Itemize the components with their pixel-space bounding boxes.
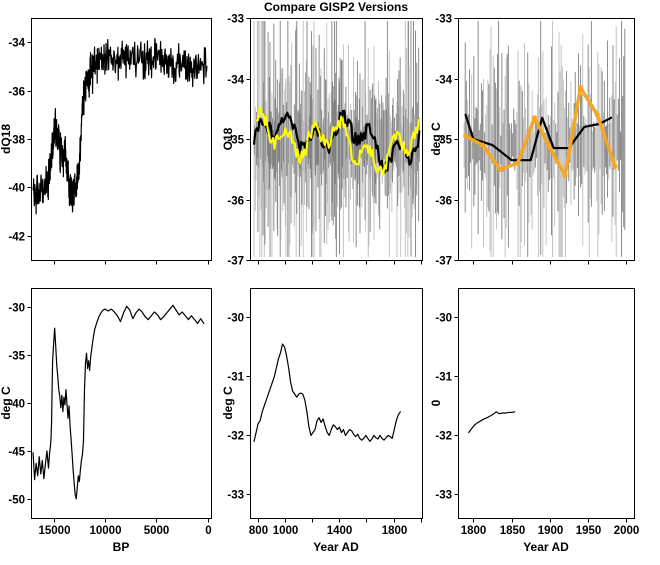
y-tick-label: -36: [8, 87, 25, 99]
y-tick-label: -36: [435, 196, 452, 208]
panel-bottom-right-0-yearad: -30 -31 -32 -33 1800 1850 1900 1950 2000 0 Year AD: [430, 278, 660, 565]
y-tick-label: -30: [227, 313, 244, 325]
plot-data-area: [253, 343, 401, 442]
data-point-marker: [463, 133, 469, 139]
y-tick-label: -37: [227, 256, 244, 268]
y-tick-label: -45: [8, 447, 25, 459]
panel-top-right-svg: -33 -34 -35 -36 -37 deg C: [430, 14, 635, 268]
y-axis-title: O18: [222, 127, 235, 150]
panel-bottom-left-svg: -30 -35 -40 -45 -50 15000 10000 5000 0 deg C BP: [0, 288, 212, 554]
data-point-marker: [531, 115, 538, 121]
y-tick-label: -36: [227, 196, 244, 208]
series-line-0: [32, 304, 205, 500]
plot-data-area: [468, 411, 516, 434]
y-tick-label: -35: [227, 135, 244, 147]
y-tick-label: -33: [227, 14, 244, 26]
y-tick-label: -40: [8, 399, 25, 411]
panel-bottom-left-degc-bp: -30 -35 -40 -45 -50 15000 10000 5000 0 deg C BP: [0, 278, 222, 565]
panel-top-left-svg: -34 -36 -38 -40 -42 dO18: [0, 18, 212, 265]
series-yellow-line: [255, 105, 420, 177]
x-tick-label: 1900: [538, 525, 564, 537]
data-point-marker: [612, 163, 618, 169]
x-tick-label: 10000: [90, 525, 122, 537]
y-tick-label: -37: [435, 256, 452, 268]
y-tick-label: -34: [227, 75, 244, 87]
series-line-0: [253, 343, 401, 442]
y-tick-label: -50: [8, 495, 25, 507]
plot-frame: [31, 288, 212, 519]
x-tick-label: 0: [205, 525, 211, 537]
series-line-0: [468, 411, 516, 434]
y-tick-label: -33: [435, 490, 452, 502]
x-tick-label: 2000: [614, 525, 640, 537]
data-point-marker: [594, 112, 600, 118]
x-tick-label: 1800: [382, 525, 408, 537]
x-tick-label: 1950: [576, 525, 602, 537]
y-tick-label: -35: [435, 135, 452, 147]
panel-title: Compare GISP2 Versions: [264, 0, 408, 14]
plot-data-area: [32, 37, 208, 215]
data-point-marker: [479, 142, 486, 148]
y-tick-label: -30: [435, 313, 452, 325]
plot-frame: [458, 288, 635, 519]
y-tick-label: -31: [227, 372, 244, 384]
y-tick-label: -30: [8, 303, 25, 315]
x-axis-title: Year AD: [523, 540, 569, 554]
y-tick-label: -32: [227, 431, 244, 443]
x-axis-title: Year AD: [313, 540, 359, 554]
series-black-line: [252, 109, 421, 174]
data-point-marker: [497, 166, 503, 172]
y-tick-label: -33: [435, 14, 452, 26]
y-tick-label: -34: [8, 38, 25, 50]
y-tick-label: -42: [8, 232, 25, 244]
y-axis-title: dO18: [0, 124, 13, 154]
panel-bottom-mid-degc-yearad: -30 -31 -32 -33 800 1000 1400 1800 deg C Year AD: [222, 278, 430, 565]
x-tick-label: 5000: [144, 525, 170, 537]
y-axis-title: deg C: [430, 122, 443, 156]
y-axis-title: 0: [430, 399, 443, 406]
panel-top-left-do18-bp: -34 -36 -38 -40 -42 dO18: [0, 0, 222, 278]
y-tick-label: -40: [8, 183, 25, 195]
x-tick-label: 1000: [273, 525, 299, 537]
x-tick-label: 1400: [327, 525, 353, 537]
data-point-marker: [547, 145, 553, 151]
plot-data-area: [463, 21, 626, 257]
y-tick-label: -31: [435, 372, 452, 384]
y-tick-label: -32: [435, 431, 452, 443]
x-axis-title: BP: [113, 540, 130, 554]
panel-top-mid-o18-yearad: Compare GISP2 Versions -33 -34 -35 -36 -37 O18: [222, 0, 430, 278]
x-tick-label: 15000: [39, 525, 71, 537]
y-tick-label: -34: [435, 75, 452, 87]
data-point-marker: [515, 160, 521, 166]
data-point-marker: [577, 84, 584, 91]
y-axis-title: deg C: [222, 386, 235, 420]
series-line-1: [464, 113, 613, 162]
y-tick-label: -35: [8, 351, 25, 363]
y-tick-label: -38: [8, 135, 25, 147]
plot-data-area: [32, 304, 205, 500]
series-line-0: [32, 37, 208, 215]
panel-bottom-mid-svg: -30 -31 -32 -33 800 1000 1400 1800 deg C Year AD: [222, 288, 423, 554]
panel-bottom-right-svg: -30 -31 -32 -33 1800 1850 1900 1950 2000 0 Year AD: [430, 288, 640, 554]
series-line-2: [463, 85, 617, 177]
y-tick-label: -33: [227, 490, 244, 502]
plot-data-area: [252, 21, 421, 257]
data-point-marker: [562, 172, 568, 178]
x-tick-label: 800: [249, 525, 268, 537]
plot-frame: [250, 288, 423, 519]
series-noise-0: [463, 21, 626, 257]
panel-top-mid-svg: Compare GISP2 Versions -33 -34 -35 -36 -37 O18: [222, 0, 423, 268]
x-tick-label: 1850: [500, 525, 526, 537]
panel-top-right-degc-yearad: -33 -34 -35 -36 -37 deg C: [430, 0, 660, 278]
y-axis-title: deg C: [0, 386, 13, 420]
x-tick-label: 1800: [461, 525, 487, 537]
